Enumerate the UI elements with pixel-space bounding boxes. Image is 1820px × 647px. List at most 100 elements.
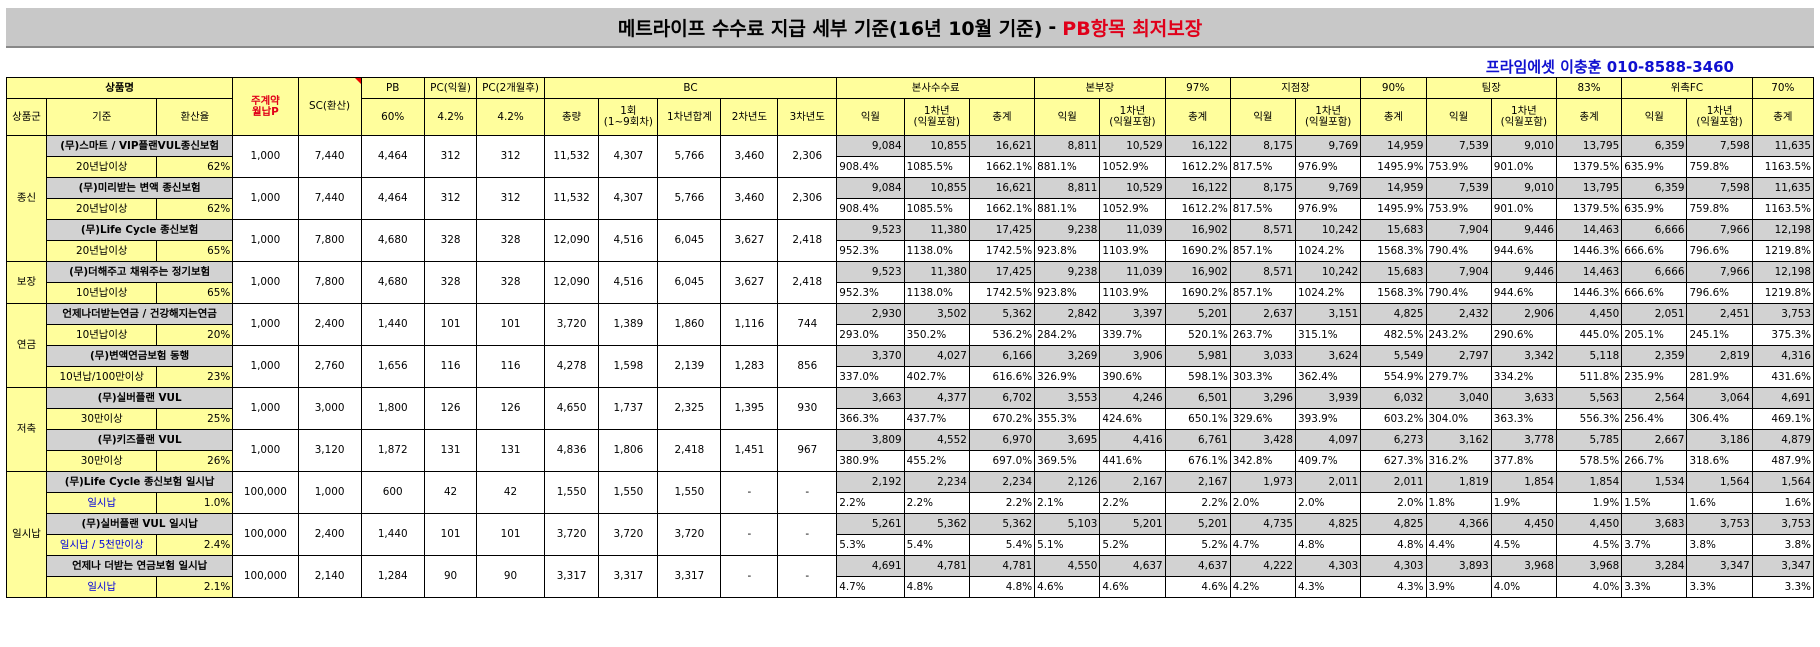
commission-amount-cell: 6,970 <box>968 429 1036 451</box>
commission-pct-cell: 2.2% <box>903 492 970 514</box>
header-row-2: 상품군 기준 환산율 60% 4.2% 4.2% 총량 1회 (1~9회차) 1… <box>6 98 1815 136</box>
header-branch-pct: 90% <box>1360 77 1427 99</box>
commission-pct-cell: 857.1% <box>1229 240 1297 262</box>
product-row: (무)Life Cycle 종신보험 1,000 7,800 4,680 328 328 1… <box>7 219 1815 262</box>
commission-pct-cell: 759.8% <box>1686 156 1753 178</box>
commission-pct-cell: 616.6% <box>968 366 1036 388</box>
commission-amount-cell: 10,529 <box>1099 177 1166 199</box>
pc2-cell: 328 <box>476 261 545 304</box>
commission-pct-cell: 635.9% <box>1621 156 1688 178</box>
commission-pct-cell: 650.1% <box>1164 408 1231 430</box>
commission-amount-cell: 10,855 <box>903 135 970 157</box>
header-branch: 지점장 <box>1229 77 1362 99</box>
commission-amount-cell: 7,904 <box>1425 219 1492 241</box>
group-label: 종신 <box>6 135 47 262</box>
commission-pct-cell: 976.9% <box>1295 156 1362 178</box>
commission-amount-cell: 14,463 <box>1555 219 1623 241</box>
commission-pct-cell: 279.7% <box>1425 366 1492 388</box>
header-basis: 기준 <box>45 98 158 136</box>
rate-cell: 65% <box>156 282 234 304</box>
commission-pct-cell: 1662.1% <box>968 156 1036 178</box>
group-label: 보장 <box>6 261 47 304</box>
header-bc-total: 총량 <box>543 98 600 136</box>
commission-pct-cell: 375.3% <box>1751 324 1815 346</box>
pc2-cell: 101 <box>476 513 545 556</box>
commission-pct-cell: 4.4% <box>1425 534 1492 556</box>
bc-cell: 4,516 <box>598 261 659 304</box>
header-hq-sum: 총계 <box>968 98 1036 136</box>
commission-pct-cell: 290.6% <box>1490 324 1557 346</box>
commission-amount-cell: 3,284 <box>1621 555 1688 577</box>
commission-amount-cell: 3,778 <box>1490 429 1557 451</box>
commission-pct-cell: 1690.2% <box>1164 240 1231 262</box>
commission-pct-cell: 627.3% <box>1360 450 1427 472</box>
commission-amount-cell: 11,039 <box>1099 261 1166 283</box>
commission-amount-cell: 5,362 <box>968 513 1036 535</box>
commission-pct-cell: 796.6% <box>1686 240 1753 262</box>
product-subrow: 20년납이상 62% 908.4% 1085.5% 1662.1% 881.1% 1052.… <box>7 198 1815 220</box>
bc-cell: 2,325 <box>657 387 722 430</box>
commission-pct-cell: 1103.9% <box>1099 240 1166 262</box>
commission-pct-cell: 3.3% <box>1751 576 1815 598</box>
commission-amount-cell: 2,167 <box>1164 471 1231 493</box>
commission-pct-cell: 318.6% <box>1686 450 1753 472</box>
commission-amount-cell: 14,959 <box>1360 135 1427 157</box>
bc-cell: 2,418 <box>657 429 722 472</box>
commission-amount-cell: 1,564 <box>1686 471 1753 493</box>
commission-amount-cell: 7,598 <box>1686 177 1753 199</box>
header-premium: 주계약 월납P <box>232 77 299 136</box>
commission-amount-cell: 9,523 <box>836 261 905 283</box>
commission-pct-cell: 3.3% <box>1686 576 1753 598</box>
commission-pct-cell: 817.5% <box>1229 156 1297 178</box>
commission-amount-cell: 2,797 <box>1425 345 1492 367</box>
premium-cell: 1,000 <box>232 219 299 262</box>
product-name: (무)키즈플랜 VUL <box>45 429 234 451</box>
commission-amount-cell: 13,795 <box>1555 135 1623 157</box>
commission-amount-cell: 3,968 <box>1490 555 1557 577</box>
premium-cell: 100,000 <box>232 513 299 556</box>
header-division-sum: 총계 <box>1164 98 1231 136</box>
product-subrow: 일시납 1.0% 2.2% 2.2% 2.2% 2.1% 2.2% 2.2% 2.0% 2.0% 2… <box>7 492 1815 514</box>
commission-amount-cell: 10,242 <box>1295 219 1362 241</box>
pc1-cell: 126 <box>423 387 478 430</box>
pc2-cell: 90 <box>476 555 545 598</box>
commission-pct-cell: 5.4% <box>903 534 970 556</box>
header-row-1: 상품명 주계약 월납P SC(환산) PB PC(익월) PC(2개월후) BC… <box>5 77 1815 136</box>
commission-pct-cell: 1.9% <box>1555 492 1623 514</box>
commission-pct-cell: 1568.3% <box>1360 240 1427 262</box>
commission-amount-cell: 4,416 <box>1099 429 1166 451</box>
commission-amount-cell: 5,118 <box>1555 345 1623 367</box>
bc-cell: 4,836 <box>543 429 600 472</box>
commission-amount-cell: 4,027 <box>903 345 970 367</box>
commission-pct-cell: 2.1% <box>1034 492 1101 514</box>
bc-cell: 5,766 <box>657 177 722 220</box>
commission-pct-cell: 363.3% <box>1490 408 1557 430</box>
commission-pct-cell: 908.4% <box>836 156 905 178</box>
header-team-pct: 83% <box>1555 77 1623 99</box>
commission-pct-cell: 2.2% <box>968 492 1036 514</box>
sc-cell: 3,000 <box>297 387 362 430</box>
bc-cell: 3,317 <box>598 555 659 598</box>
commission-pct-cell: 5.1% <box>1034 534 1101 556</box>
commission-pct-cell: 536.2% <box>968 324 1036 346</box>
bc-cell: 744 <box>777 303 838 346</box>
commission-pct-cell: 377.8% <box>1490 450 1557 472</box>
commission-pct-cell: 4.6% <box>1164 576 1231 598</box>
commission-amount-cell: 17,425 <box>968 219 1036 241</box>
commission-amount-cell: 9,010 <box>1490 177 1557 199</box>
commission-amount-cell: 3,683 <box>1621 513 1688 535</box>
bc-cell: 4,307 <box>598 177 659 220</box>
bc-cell: 1,116 <box>720 303 779 346</box>
bc-cell: 1,283 <box>720 345 779 388</box>
contact-info: 프라임에셋 이충훈 010-8588-3460 <box>1485 58 1734 76</box>
commission-amount-cell: 9,769 <box>1295 135 1362 157</box>
bc-cell: 1,806 <box>598 429 659 472</box>
pc2-cell: 126 <box>476 387 545 430</box>
commission-amount-cell: 10,242 <box>1295 261 1362 283</box>
commission-pct-cell: 1.6% <box>1751 492 1815 514</box>
commission-amount-cell: 3,939 <box>1295 387 1362 409</box>
commission-pct-cell: 2.0% <box>1295 492 1362 514</box>
commission-pct-cell: 266.7% <box>1621 450 1688 472</box>
basis-cell: 10년납이상 <box>45 282 158 304</box>
product-row: 보장 (무)더해주고 채워주는 정기보험 1,000 7,800 4,680 328 328… <box>6 261 1815 304</box>
